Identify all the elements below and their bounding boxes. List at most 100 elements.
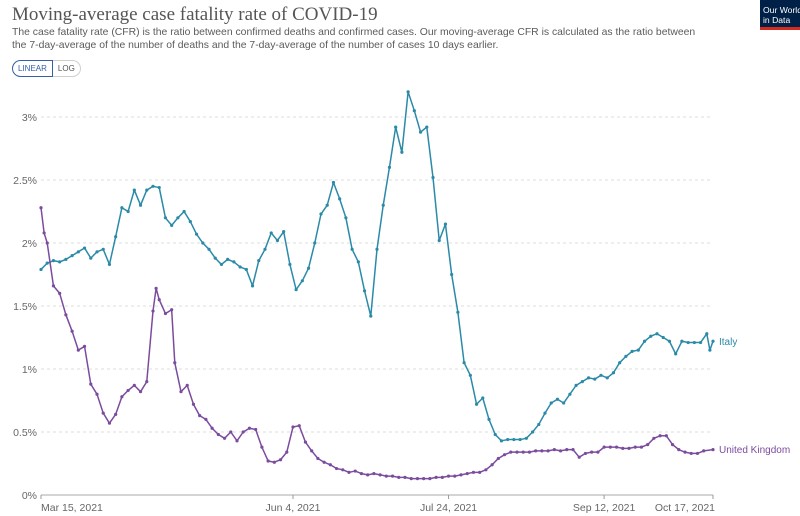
- united-kingdom-data-point: [89, 382, 93, 386]
- united-kingdom-data-point: [540, 449, 544, 453]
- italy-data-point: [157, 185, 161, 190]
- logo-line-1: Our World: [763, 5, 800, 15]
- italy-data-point: [611, 371, 616, 375]
- italy-data-point: [431, 175, 435, 180]
- united-kingdom-data-point: [191, 402, 196, 406]
- united-kingdom-data-point: [145, 380, 149, 384]
- italy-data-point: [506, 437, 510, 442]
- united-kingdom-data-point: [204, 417, 208, 421]
- italy-data-point: [201, 241, 205, 245]
- log-scale-button[interactable]: LOG: [52, 60, 81, 77]
- italy-data-point: [375, 247, 379, 251]
- logo-line-2: in Data: [763, 15, 791, 25]
- italy-data-point: [213, 256, 217, 260]
- united-kingdom-data-point: [446, 474, 451, 478]
- italy-data-point: [593, 377, 597, 381]
- italy-data-point: [114, 235, 118, 239]
- united-kingdom-data-point: [571, 448, 575, 452]
- italy-data-point: [163, 216, 168, 220]
- united-kingdom-data-point: [163, 311, 168, 316]
- italy-data-point: [76, 250, 80, 254]
- united-kingdom-data-point: [478, 470, 482, 474]
- italy-data-point: [418, 130, 423, 134]
- united-kingdom-data-point: [390, 474, 395, 478]
- italy-data-point: [543, 411, 547, 415]
- united-kingdom-series-label[interactable]: United Kingdom: [719, 445, 790, 456]
- united-kingdom-data-point: [459, 473, 463, 477]
- united-kingdom-data-point: [453, 474, 457, 478]
- united-kingdom-data-point: [322, 460, 326, 464]
- x-tick-label: Jun 4, 2021: [266, 502, 321, 514]
- united-kingdom-data-point: [151, 309, 155, 313]
- italy-data-point: [300, 279, 304, 283]
- italy-data-point: [605, 376, 609, 380]
- italy-data-point: [39, 267, 43, 272]
- italy-data-point: [537, 422, 541, 427]
- united-kingdom-data-point: [353, 469, 357, 473]
- italy-data-point: [145, 188, 149, 192]
- scale-toggle: LINEAR LOG: [12, 60, 81, 77]
- italy-data-point: [331, 180, 336, 185]
- united-kingdom-data-point: [378, 473, 382, 477]
- italy-series-label[interactable]: Italy: [719, 337, 737, 348]
- italy-data-point: [425, 125, 429, 129]
- italy-data-point: [655, 332, 659, 336]
- united-kingdom-data-point: [434, 475, 438, 479]
- united-kingdom-data-point: [621, 446, 625, 450]
- italy-data-point: [82, 246, 87, 250]
- united-kingdom-data-point: [652, 436, 656, 440]
- united-kingdom-data-point: [310, 449, 314, 453]
- united-kingdom-data-point: [558, 449, 563, 453]
- italy-data-point: [294, 288, 298, 292]
- united-kingdom-data-point: [359, 471, 364, 476]
- italy-data-point: [468, 373, 472, 377]
- united-kingdom-data-point: [266, 459, 270, 463]
- united-kingdom-data-point: [303, 440, 308, 444]
- italy-data-point: [674, 352, 678, 356]
- united-kingdom-data-point: [397, 475, 401, 479]
- italy-data-point: [630, 349, 634, 353]
- italy-data-point: [400, 150, 404, 154]
- italy-data-point: [474, 402, 479, 406]
- united-kingdom-data-point: [565, 448, 569, 452]
- united-kingdom-data-point: [64, 313, 68, 317]
- italy-data-point: [70, 254, 74, 258]
- italy-data-point: [462, 361, 466, 365]
- italy-data-point: [387, 165, 392, 169]
- united-kingdom-data-point: [646, 443, 650, 447]
- italy-data-point: [350, 247, 354, 251]
- italy-data-point: [568, 392, 572, 396]
- united-kingdom-data-point: [664, 434, 668, 438]
- italy-data-point: [692, 340, 696, 345]
- italy-data-point: [244, 267, 248, 272]
- chart-subtitle: The case fatality rate (CFR) is the rati…: [12, 27, 696, 51]
- linear-scale-button[interactable]: LINEAR: [12, 60, 53, 77]
- united-kingdom-data-point: [235, 439, 239, 443]
- italy-data-point: [369, 314, 373, 318]
- italy-data-point: [586, 376, 591, 380]
- italy-data-point: [362, 289, 367, 293]
- owid-logo[interactable]: Our World in Data: [760, 0, 800, 30]
- united-kingdom-data-point: [409, 477, 413, 481]
- italy-data-point: [58, 260, 62, 264]
- italy-data-point: [686, 340, 690, 345]
- italy-data-point: [524, 436, 528, 440]
- italy-data-point: [499, 439, 504, 443]
- united-kingdom-data-point: [484, 468, 488, 472]
- italy-data-point: [642, 339, 647, 343]
- united-kingdom-data-point: [596, 450, 600, 454]
- united-kingdom-data-point: [527, 450, 532, 454]
- italy-data-point: [126, 209, 130, 214]
- united-kingdom-data-point: [173, 361, 177, 365]
- italy-data-point: [443, 222, 448, 226]
- italy-data-point: [705, 332, 709, 336]
- united-kingdom-data-point: [347, 470, 351, 474]
- italy-data-point: [325, 203, 329, 207]
- y-tick-label: 0%: [22, 490, 37, 502]
- united-kingdom-data-point: [278, 458, 283, 462]
- italy-data-point: [250, 284, 255, 288]
- y-tick-label: 1.5%: [13, 301, 37, 313]
- united-kingdom-data-point: [384, 474, 388, 478]
- italy-data-point: [182, 209, 186, 214]
- italy-data-point: [680, 339, 684, 343]
